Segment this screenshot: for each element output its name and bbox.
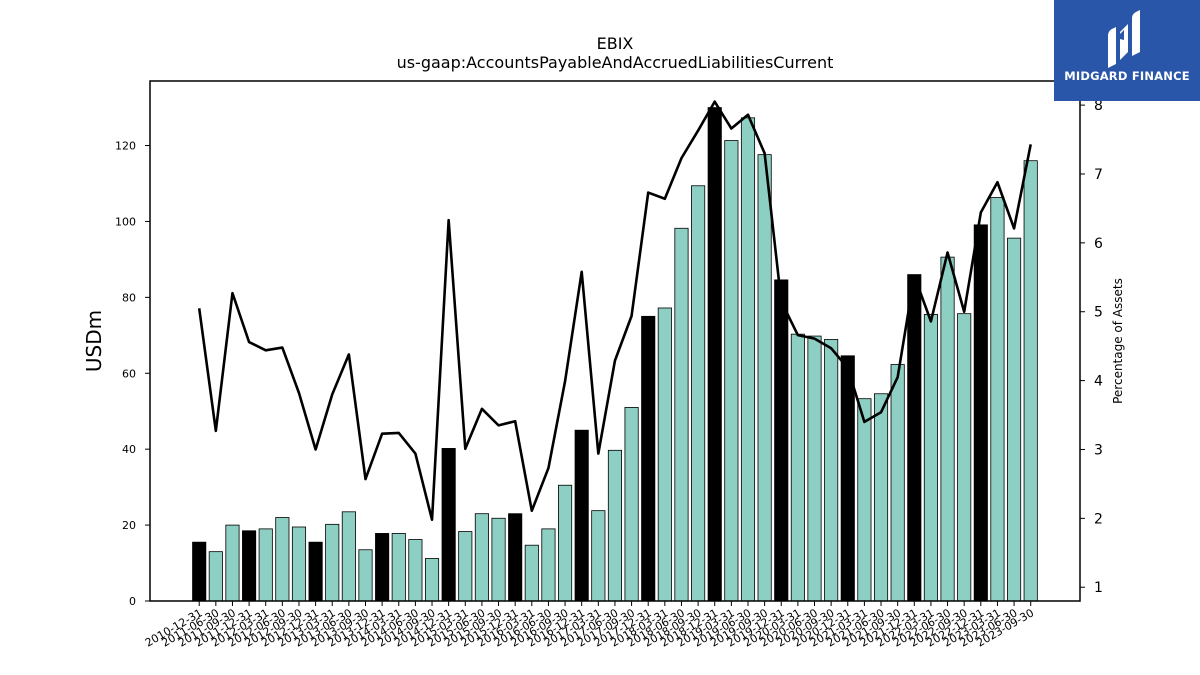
bar-2020-12-31 xyxy=(840,355,855,602)
y2-tick-label: 6 xyxy=(1094,236,1103,252)
bar-2018-09-30 xyxy=(691,185,706,602)
y-tick-label: 40 xyxy=(122,443,136,456)
bar-2018-03-31 xyxy=(657,307,672,602)
y2-tick-label: 2 xyxy=(1094,511,1103,527)
y-tick-label: 120 xyxy=(115,140,136,153)
bar-2013-09-30 xyxy=(358,549,373,602)
bar-2013-03-31 xyxy=(325,523,340,602)
bar-2012-03-31 xyxy=(258,528,273,602)
logo-brand-text: MIDGARD FINANCE xyxy=(1064,69,1190,83)
y-tick-label: 100 xyxy=(115,215,136,228)
bar-2023-09-30 xyxy=(1023,160,1038,602)
y2-tick-label: 1 xyxy=(1094,580,1103,596)
midgard-logo-icon xyxy=(1108,10,1140,68)
bar-2011-09-30 xyxy=(225,524,240,602)
bar-2019-03-31 xyxy=(724,140,739,602)
bar-2018-12-31 xyxy=(707,107,722,602)
y2-tick-label: 7 xyxy=(1094,167,1103,183)
bar-2014-03-31 xyxy=(391,533,406,602)
bar-2016-03-31 xyxy=(524,544,539,602)
bar-2014-09-30 xyxy=(424,558,440,602)
bar-2019-09-30 xyxy=(757,154,772,602)
bar-2010-12-31 xyxy=(192,541,207,602)
bar-2021-12-31 xyxy=(907,274,922,602)
bar-2013-06-30 xyxy=(341,511,356,602)
bar-2014-12-31 xyxy=(441,448,456,602)
bar-2019-06-30 xyxy=(740,117,756,602)
bar-2019-12-31 xyxy=(774,279,789,602)
bar-2012-06-30 xyxy=(275,517,290,602)
bar-2016-06-30 xyxy=(541,528,556,602)
line-series xyxy=(197,100,1032,522)
bar-2012-09-30 xyxy=(291,526,307,602)
y2-tick-label: 4 xyxy=(1094,374,1103,390)
y-tick-label: 20 xyxy=(122,519,136,532)
bar-2022-09-30 xyxy=(957,313,972,602)
bar-2020-09-30 xyxy=(824,339,839,602)
bar-2015-09-30 xyxy=(491,517,506,602)
bar-2011-06-30 xyxy=(208,551,223,602)
chart-title: EBIX xyxy=(597,34,634,53)
y2-axis-label: Percentage of Assets xyxy=(1111,278,1125,404)
bar-2020-03-31 xyxy=(790,333,805,602)
bar-2011-12-31 xyxy=(242,530,257,602)
percentage-of-assets-line xyxy=(197,100,1032,522)
y-tick-label: 60 xyxy=(122,367,136,380)
bar-2017-09-30 xyxy=(624,407,639,602)
bar-2023-06-30 xyxy=(1007,237,1022,602)
bar-2017-06-30 xyxy=(607,449,622,602)
bar-series xyxy=(192,107,1038,602)
plot-frame xyxy=(149,80,1081,602)
bar-2015-12-31 xyxy=(508,513,523,602)
bar-2015-06-30 xyxy=(474,513,489,602)
chart-subtitle: us-gaap:AccountsPayableAndAccruedLiabili… xyxy=(397,53,834,72)
bar-2020-06-30 xyxy=(807,335,822,602)
bar-2013-12-31 xyxy=(375,533,390,602)
bar-2022-12-31 xyxy=(973,224,988,602)
midgard-finance-logo: MIDGARD FINANCE xyxy=(1054,0,1200,101)
bar-2023-03-31 xyxy=(990,197,1005,602)
bar-2018-06-30 xyxy=(674,227,689,602)
bar-2022-06-30 xyxy=(940,256,955,602)
bar-2016-09-30 xyxy=(558,484,573,602)
bar-2014-06-30 xyxy=(408,539,423,602)
bar-2017-03-31 xyxy=(591,510,606,602)
bar-2012-12-31 xyxy=(308,541,323,602)
axes: 020406080100120123456782010-12-312011-06… xyxy=(115,98,1103,649)
bar-2021-03-31 xyxy=(857,398,872,602)
y2-tick-label: 8 xyxy=(1094,98,1103,114)
bar-2017-12-31 xyxy=(641,315,656,602)
bar-2021-09-30 xyxy=(890,364,905,602)
y-tick-label: 80 xyxy=(122,291,136,304)
y2-tick-label: 5 xyxy=(1094,305,1103,321)
bar-2015-03-31 xyxy=(458,531,473,602)
bar-2022-03-31 xyxy=(923,314,938,602)
y-axis-label: USDm xyxy=(82,310,106,372)
y-tick-label: 0 xyxy=(129,595,136,608)
bar-2016-12-31 xyxy=(574,429,589,602)
y2-tick-label: 3 xyxy=(1094,442,1103,458)
bar-2021-06-30 xyxy=(873,393,889,602)
